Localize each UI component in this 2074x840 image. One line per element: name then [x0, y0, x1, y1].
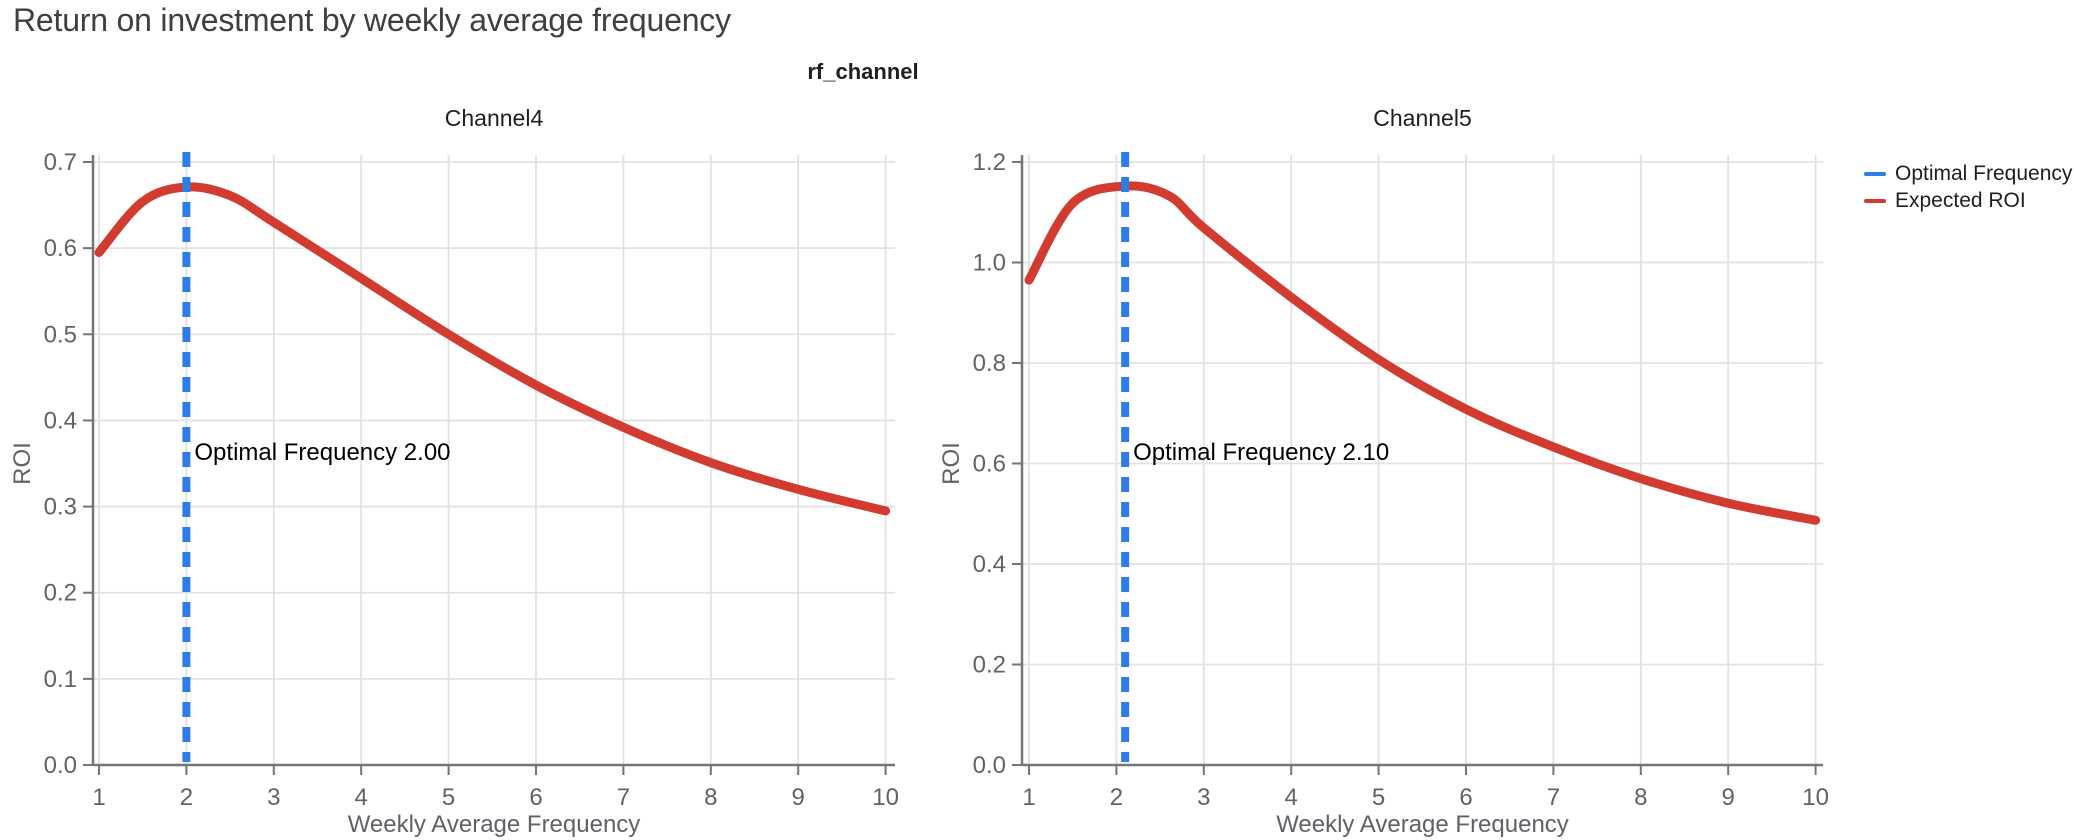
y-axis-title: ROI [938, 442, 965, 485]
x-tick-label: 4 [355, 784, 368, 811]
subplot-title: Channel4 [445, 105, 544, 131]
optimal-frequency-annotation: Optimal Frequency 2.00 [194, 439, 450, 466]
y-tick-label: 0.0 [44, 752, 77, 779]
y-tick-label: 0.6 [44, 235, 77, 262]
x-tick-label: 5 [442, 784, 455, 811]
legend-swatch-red-line [1864, 198, 1886, 203]
x-tick-label: 1 [92, 784, 105, 811]
y-axis-title: ROI [9, 442, 36, 485]
legend-label: Optimal Frequency [1895, 161, 2073, 185]
legend-item-optimal-frequency: Optimal Frequency [1864, 160, 2072, 187]
y-tick-label: 0.3 [44, 494, 77, 521]
y-tick-label: 0.4 [973, 551, 1006, 578]
y-tick-label: 0.6 [973, 451, 1006, 478]
y-tick-label: 0.2 [973, 652, 1006, 679]
x-tick-label: 7 [1547, 784, 1560, 811]
legend-swatch-blue-line [1864, 171, 1886, 176]
x-tick-label: 7 [617, 784, 630, 811]
x-tick-label: 6 [1459, 784, 1472, 811]
legend-label: Expected ROI [1895, 188, 2026, 212]
x-tick-label: 2 [180, 784, 193, 811]
x-tick-label: 1 [1022, 784, 1035, 811]
y-tick-label: 0.0 [973, 752, 1006, 779]
optimal-frequency-annotation: Optimal Frequency 2.10 [1133, 439, 1389, 466]
y-tick-label: 0.2 [44, 580, 77, 607]
x-tick-label: 3 [267, 784, 280, 811]
x-tick-label: 6 [529, 784, 542, 811]
x-tick-label: 5 [1372, 784, 1385, 811]
x-tick-label: 2 [1110, 784, 1123, 811]
legend-item-expected-roi: Expected ROI [1864, 187, 2072, 214]
x-tick-label: 3 [1197, 784, 1210, 811]
x-tick-label: 8 [704, 784, 717, 811]
x-tick-label: 10 [872, 784, 899, 811]
x-axis-title: Weekly Average Frequency [348, 811, 641, 838]
expected-roi-curve [1024, 181, 1821, 525]
subplot-title: Channel5 [1373, 105, 1471, 131]
y-tick-label: 0.1 [44, 666, 77, 693]
x-tick-label: 8 [1634, 784, 1647, 811]
y-tick-label: 0.8 [973, 350, 1006, 377]
y-tick-label: 0.7 [44, 149, 77, 176]
x-tick-label: 9 [792, 784, 805, 811]
y-tick-label: 1.2 [973, 149, 1006, 176]
legend: Optimal Frequency Expected ROI [1864, 160, 2072, 214]
x-tick-label: 4 [1285, 784, 1298, 811]
x-tick-label: 10 [1802, 784, 1829, 811]
x-tick-label: 9 [1722, 784, 1735, 811]
facet-title: rf_channel [807, 59, 919, 84]
x-axis-title: Weekly Average Frequency [1276, 811, 1569, 838]
page-title: Return on investment by weekly average f… [13, 2, 731, 38]
y-tick-label: 0.4 [44, 407, 77, 434]
y-tick-label: 1.0 [973, 250, 1006, 277]
y-tick-label: 0.5 [44, 321, 77, 348]
